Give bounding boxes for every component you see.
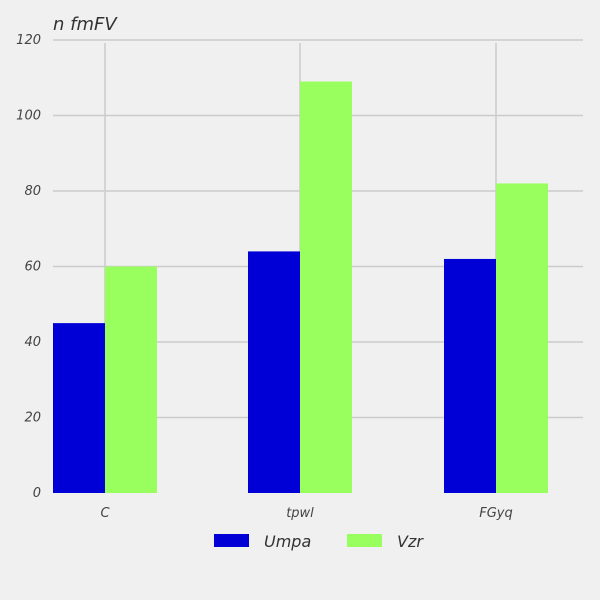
y-tick-label: 100 [16,109,41,124]
bar-umpa-fgyq [444,258,496,493]
y-tick-label: 120 [16,33,41,48]
chart-title: n fmFV [53,14,118,35]
axis-labels: 0 20 40 60 80 100 120 C tpwl FGyq [16,33,513,521]
legend-label: Vzr [397,532,424,551]
bar-vzr-c [105,266,157,493]
bar-vzr-tpwl [300,81,352,494]
legend-swatch [347,534,382,547]
bar-umpa-c [53,323,105,493]
y-tick-label: 80 [24,184,41,199]
x-tick-label: tpwl [286,506,314,521]
legend-item-umpa: Umpa [214,532,311,551]
bars [53,81,548,494]
y-tick-label: 0 [33,486,41,501]
x-tick-label: C [100,506,110,521]
legend-swatch [214,534,249,547]
bar-vzr-fgyq [496,183,548,493]
legend: Umpa Vzr [214,532,424,551]
y-tick-label: 40 [24,335,41,350]
legend-label: Umpa [264,532,311,551]
y-tick-label: 20 [24,411,41,426]
y-tick-label: 60 [24,260,41,275]
bar-umpa-tpwl [248,251,300,493]
legend-item-vzr: Vzr [347,532,424,551]
x-tick-label: FGyq [479,506,513,521]
